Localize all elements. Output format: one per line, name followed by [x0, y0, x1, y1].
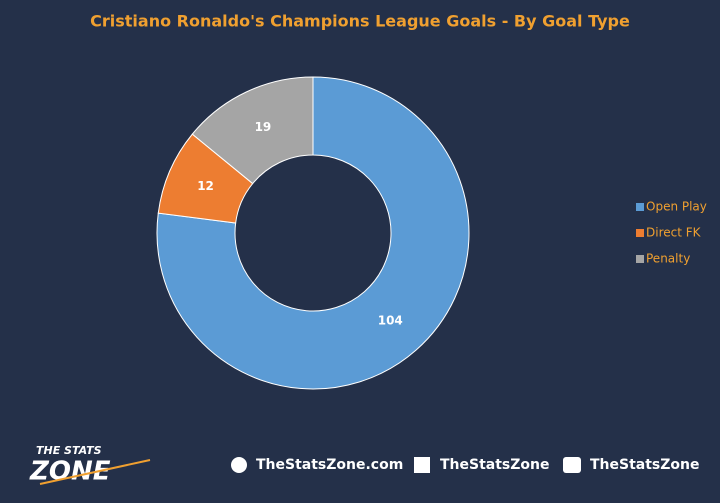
facebook[interactable]: TheStatsZone: [440, 457, 550, 473]
legend-label: Direct FK: [646, 226, 702, 240]
legend-label: Open Play: [646, 200, 707, 214]
data-label: 104: [378, 313, 403, 327]
chart-title: Cristiano Ronaldo's Champions League Goa…: [90, 12, 630, 31]
donut-slice: [191, 76, 314, 185]
logo-swoosh: [39, 459, 151, 485]
data-label: 12: [197, 179, 214, 193]
legend-swatch: [636, 255, 644, 263]
legend-swatch: [636, 203, 644, 211]
legend-label: Penalty: [646, 252, 690, 266]
globe-icon: [231, 457, 247, 473]
footer: THE STATS ZONE TheStatsZone.com TheStats…: [29, 444, 700, 487]
logo-top: THE STATS: [36, 444, 102, 457]
legend-swatch: [636, 229, 644, 237]
website[interactable]: TheStatsZone.com: [256, 457, 403, 473]
data-label: 19: [255, 120, 272, 134]
donut-slice: [156, 76, 470, 390]
twitter-icon: [563, 457, 581, 473]
twitter[interactable]: TheStatsZone: [590, 457, 700, 473]
facebook-icon: [414, 457, 430, 473]
